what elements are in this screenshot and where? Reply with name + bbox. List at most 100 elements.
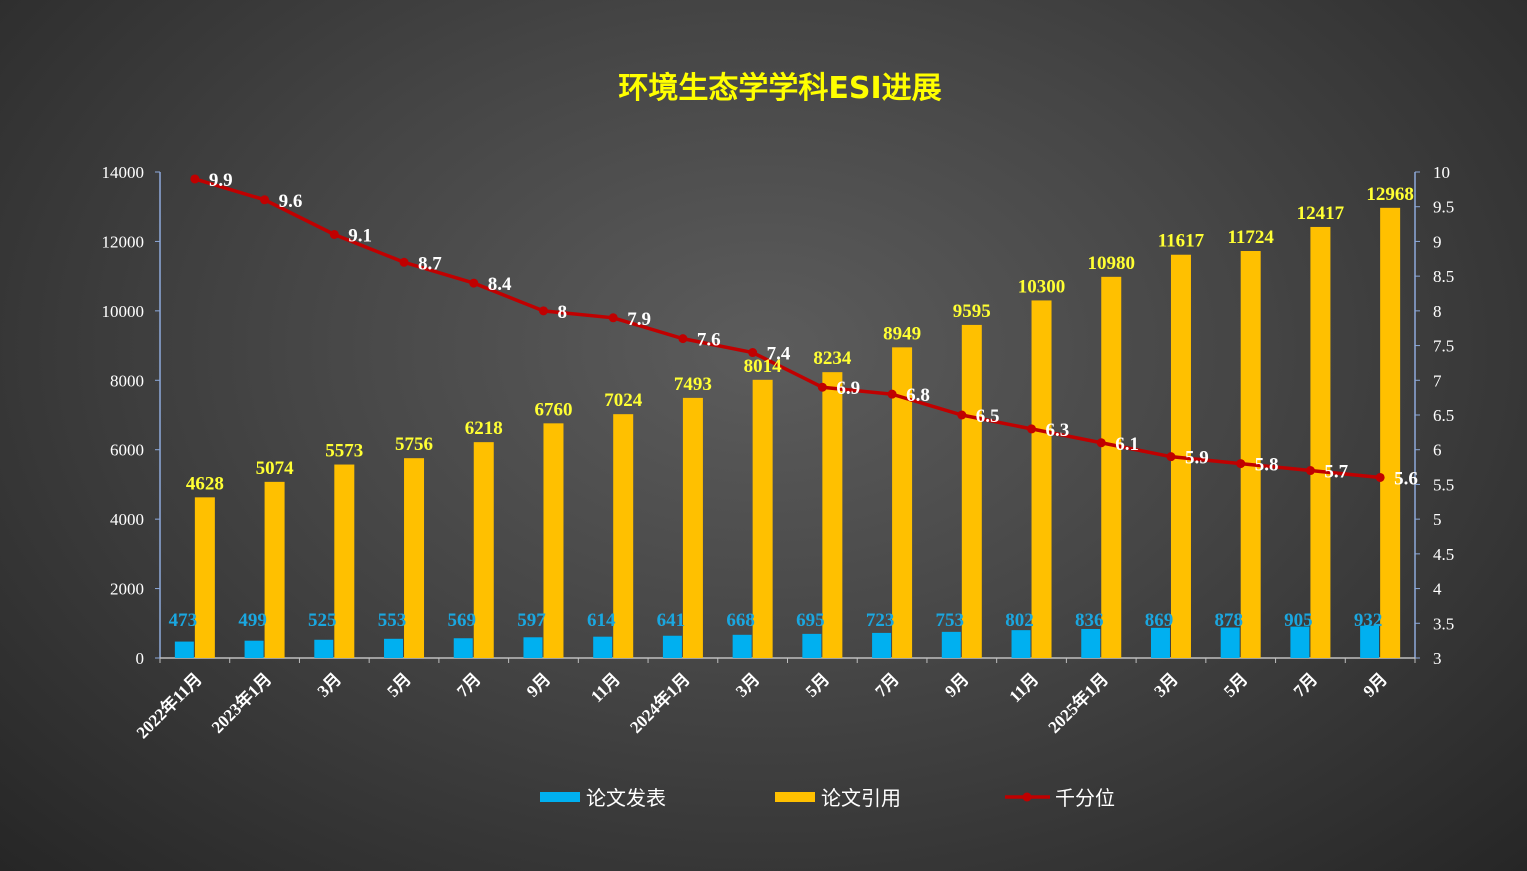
x-tick-label: 9月: [523, 669, 554, 700]
bar-papers: [453, 638, 473, 658]
bar-citations: [1240, 251, 1261, 659]
label-citations: 5074: [256, 458, 295, 479]
bar-papers: [872, 632, 892, 658]
bar-citations: [194, 497, 215, 658]
label-citations: 10980: [1088, 253, 1136, 274]
label-papers: 473: [169, 610, 198, 631]
label-papers: 932: [1354, 610, 1383, 631]
bar-papers: [1360, 625, 1380, 658]
point-permille: [1027, 424, 1037, 434]
bar-citations: [1031, 300, 1052, 658]
label-permille: 6.8: [906, 385, 930, 406]
point-permille: [1375, 472, 1385, 482]
x-tick-label: 11月: [1006, 669, 1043, 706]
label-papers: 802: [1005, 610, 1034, 631]
label-permille: 6.3: [1046, 420, 1070, 441]
legend-swatch-citations: [775, 792, 815, 802]
x-tick-label: 2023年1月: [207, 669, 275, 737]
point-permille: [1305, 466, 1315, 476]
label-citations: 12417: [1297, 203, 1345, 224]
label-citations: 6218: [465, 418, 503, 439]
x-tick-label: 3月: [314, 669, 345, 700]
label-citations: 12968: [1366, 184, 1414, 205]
label-papers: 905: [1284, 610, 1313, 631]
point-permille: [399, 257, 409, 267]
point-permille: [469, 278, 479, 288]
label-citations: 7024: [604, 390, 643, 411]
label-permille: 5.8: [1255, 455, 1279, 476]
right-tick-label: 4.5: [1433, 545, 1454, 564]
right-tick-label: 6.5: [1433, 406, 1454, 425]
bar-papers: [1220, 627, 1240, 658]
x-tick-label: 3月: [1150, 669, 1181, 700]
label-papers: 723: [866, 610, 895, 631]
label-citations: 5756: [395, 434, 433, 455]
label-permille: 9.9: [209, 170, 233, 191]
label-permille: 7.4: [767, 344, 791, 365]
label-papers: 869: [1145, 610, 1174, 631]
right-tick-label: 8.5: [1433, 267, 1454, 286]
bar-papers: [593, 636, 613, 658]
point-permille: [329, 229, 339, 239]
right-tick-label: 7: [1433, 371, 1442, 390]
label-permille: 8.4: [488, 274, 512, 295]
point-permille: [260, 195, 270, 205]
label-papers: 569: [448, 610, 477, 631]
bar-papers: [1150, 627, 1170, 658]
x-tick-label: 9月: [1360, 669, 1391, 700]
label-citations: 8949: [883, 323, 921, 344]
bar-citations: [892, 347, 913, 658]
bar-papers: [941, 631, 961, 658]
label-permille: 5.7: [1324, 462, 1348, 483]
left-tick-label: 6000: [110, 441, 144, 460]
right-tick-label: 5.5: [1433, 475, 1454, 494]
point-permille: [887, 389, 897, 399]
label-permille: 8.7: [418, 253, 442, 274]
point-permille: [538, 306, 548, 316]
label-citations: 7493: [674, 374, 712, 395]
bar-citations: [613, 414, 634, 658]
label-permille: 8: [557, 302, 567, 323]
bar-citations: [682, 397, 703, 658]
x-tick-label: 5月: [1220, 669, 1251, 700]
bar-papers: [314, 639, 334, 658]
left-tick-label: 12000: [102, 232, 145, 251]
legend-marker-permille: [1022, 792, 1032, 802]
x-tick-label: 11月: [587, 669, 624, 706]
legend-label-citations: 论文引用: [821, 786, 901, 810]
bar-citations: [1310, 226, 1331, 659]
x-tick-label: 2025年1月: [1044, 669, 1112, 737]
right-tick-label: 4: [1433, 580, 1442, 599]
x-tick-label: 7月: [1290, 669, 1321, 700]
right-tick-label: 7.5: [1433, 337, 1454, 356]
x-tick-label: 7月: [871, 669, 902, 700]
right-tick-label: 8: [1433, 302, 1442, 321]
bar-citations: [404, 458, 425, 658]
right-tick-label: 9.5: [1433, 198, 1454, 217]
bar-papers: [1081, 628, 1101, 658]
point-permille: [748, 348, 758, 358]
x-tick-label: 3月: [732, 669, 763, 700]
bar-papers: [384, 638, 404, 658]
bar-papers: [174, 641, 194, 658]
label-citations: 11724: [1227, 227, 1274, 248]
label-permille: 7.6: [697, 330, 721, 351]
x-tick-label: 5月: [802, 669, 833, 700]
label-citations: 9595: [953, 301, 991, 322]
label-papers: 753: [936, 610, 965, 631]
point-permille: [957, 410, 967, 420]
label-permille: 9.6: [279, 191, 303, 212]
left-tick-label: 8000: [110, 371, 144, 390]
label-papers: 668: [726, 610, 755, 631]
bar-citations: [961, 324, 982, 658]
point-permille: [678, 334, 688, 344]
bar-papers: [1011, 630, 1031, 658]
point-permille: [190, 174, 200, 184]
label-permille: 5.6: [1394, 468, 1418, 489]
label-citations: 8234: [813, 348, 852, 369]
label-citations: 6760: [534, 399, 572, 420]
x-tick-label: 7月: [453, 669, 484, 700]
legend-label-papers: 论文发表: [586, 786, 666, 810]
label-citations: 8014: [744, 356, 783, 377]
label-citations: 11617: [1158, 231, 1205, 252]
